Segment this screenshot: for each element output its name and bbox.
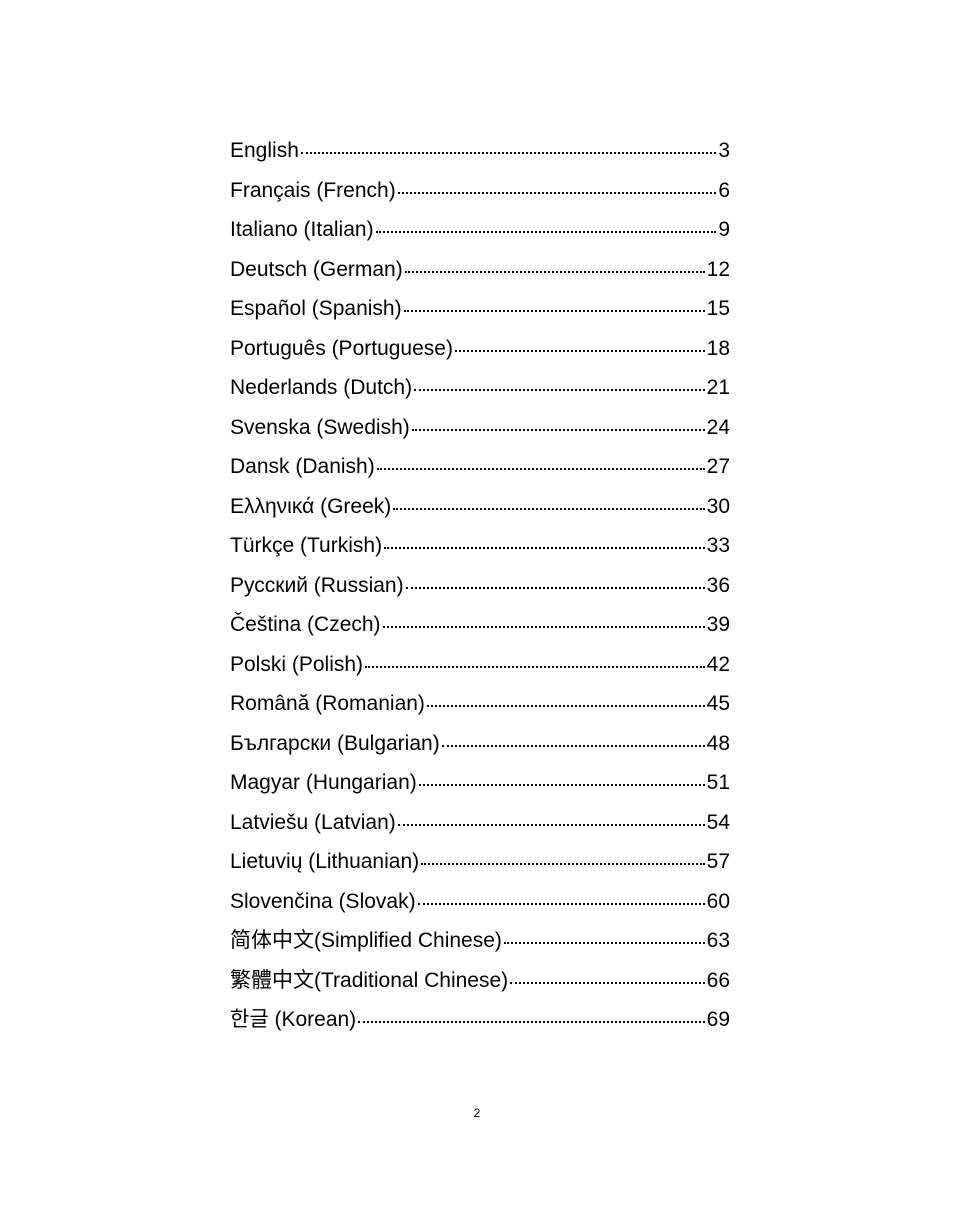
toc-entry[interactable]: 繁體中文(Traditional Chinese) 66	[230, 970, 730, 991]
toc-entry[interactable]: Latviešu (Latvian) 54	[230, 812, 730, 833]
toc-page: 66	[707, 970, 730, 991]
toc-entry[interactable]: Български (Bulgarian) 48	[230, 733, 730, 754]
toc-entry[interactable]: Italiano (Italian) 9	[230, 219, 730, 240]
toc-page: 39	[707, 614, 730, 635]
toc-page: 12	[707, 259, 730, 280]
toc-entry[interactable]: Português (Portuguese) 18	[230, 338, 730, 359]
toc-page: 30	[707, 496, 730, 517]
toc-leader-dots	[398, 824, 705, 826]
toc-entry[interactable]: Čeština (Czech) 39	[230, 614, 730, 635]
toc-entry[interactable]: Slovenčina (Slovak) 60	[230, 891, 730, 912]
toc-label: Română (Romanian)	[230, 693, 425, 714]
toc-leader-dots	[393, 508, 704, 510]
toc-leader-dots	[414, 389, 705, 391]
toc-label: Português (Portuguese)	[230, 338, 453, 359]
toc-leader-dots	[419, 784, 705, 786]
toc-entry[interactable]: Türkçe (Turkish) 33	[230, 535, 730, 556]
toc-leader-dots	[455, 350, 705, 352]
toc-page: 9	[718, 219, 730, 240]
toc-entry[interactable]: Svenska (Swedish) 24	[230, 417, 730, 438]
toc-leader-dots	[504, 942, 705, 944]
toc-page: 6	[718, 180, 730, 201]
toc-leader-dots	[376, 231, 717, 233]
toc-label: Български (Bulgarian)	[230, 733, 440, 754]
toc-entry[interactable]: 简体中文(Simplified Chinese) 63	[230, 930, 730, 951]
toc-entry[interactable]: 한글 (Korean) 69	[230, 1009, 730, 1030]
toc-page: 69	[707, 1009, 730, 1030]
toc-leader-dots	[427, 705, 705, 707]
toc-label: 繁體中文(Traditional Chinese)	[230, 970, 508, 991]
toc-label: Dansk (Danish)	[230, 456, 375, 477]
toc-label: Lietuvių (Lithuanian)	[230, 851, 419, 872]
toc-page: 63	[707, 930, 730, 951]
toc-entry[interactable]: Magyar (Hungarian) 51	[230, 772, 730, 793]
toc-page: 45	[707, 693, 730, 714]
toc-label: 한글 (Korean)	[230, 1009, 356, 1030]
toc-label: Slovenčina (Slovak)	[230, 891, 416, 912]
toc-leader-dots	[412, 429, 705, 431]
toc-page: 36	[707, 575, 730, 596]
toc-entry[interactable]: Français (French) 6	[230, 180, 730, 201]
toc-label: Polski (Polish)	[230, 654, 363, 675]
toc-page: 51	[707, 772, 730, 793]
toc-leader-dots	[406, 587, 705, 589]
toc-leader-dots	[404, 310, 705, 312]
toc-leader-dots	[377, 468, 705, 470]
toc-entry[interactable]: Deutsch (German) 12	[230, 259, 730, 280]
toc-entry[interactable]: Dansk (Danish) 27	[230, 456, 730, 477]
toc-page: 33	[707, 535, 730, 556]
toc-entry[interactable]: Lietuvių (Lithuanian) 57	[230, 851, 730, 872]
toc-label: Français (French)	[230, 180, 396, 201]
toc-page: 21	[707, 377, 730, 398]
toc-leader-dots	[405, 271, 705, 273]
toc-entry[interactable]: English 3	[230, 140, 730, 161]
toc-label: Español (Spanish)	[230, 298, 402, 319]
toc-page: 15	[707, 298, 730, 319]
toc-entry[interactable]: Polski (Polish) 42	[230, 654, 730, 675]
toc-leader-dots	[301, 152, 716, 154]
toc-page: 60	[707, 891, 730, 912]
toc-entry[interactable]: Español (Spanish) 15	[230, 298, 730, 319]
toc-label: English	[230, 140, 299, 161]
toc-label: Nederlands (Dutch)	[230, 377, 412, 398]
toc-page: 48	[707, 733, 730, 754]
toc-label: Latviešu (Latvian)	[230, 812, 396, 833]
toc-leader-dots	[358, 1021, 704, 1023]
toc-label: Čeština (Czech)	[230, 614, 381, 635]
toc-entry[interactable]: Русский (Russian) 36	[230, 575, 730, 596]
toc-page: 57	[707, 851, 730, 872]
toc-label: Русский (Russian)	[230, 575, 404, 596]
toc-label: Ελληνικά (Greek)	[230, 496, 391, 517]
toc-leader-dots	[418, 903, 705, 905]
toc-entry[interactable]: Română (Romanian) 45	[230, 693, 730, 714]
toc-leader-dots	[398, 192, 717, 194]
page-number: 2	[0, 1106, 954, 1120]
toc-leader-dots	[510, 982, 705, 984]
toc-entry[interactable]: Nederlands (Dutch) 21	[230, 377, 730, 398]
toc-container: English 3 Français (French) 6 Italiano (…	[230, 140, 730, 1049]
toc-leader-dots	[365, 666, 705, 668]
toc-leader-dots	[442, 745, 705, 747]
toc-label: Svenska (Swedish)	[230, 417, 410, 438]
toc-page: 54	[707, 812, 730, 833]
toc-entry[interactable]: Ελληνικά (Greek) 30	[230, 496, 730, 517]
toc-page: 27	[707, 456, 730, 477]
toc-label: Türkçe (Turkish)	[230, 535, 382, 556]
toc-label: Magyar (Hungarian)	[230, 772, 417, 793]
toc-label: Italiano (Italian)	[230, 219, 374, 240]
toc-leader-dots	[421, 863, 705, 865]
toc-page: 3	[718, 140, 730, 161]
toc-leader-dots	[383, 626, 705, 628]
toc-page: 42	[707, 654, 730, 675]
toc-label: Deutsch (German)	[230, 259, 403, 280]
toc-label: 简体中文(Simplified Chinese)	[230, 930, 502, 951]
toc-page: 24	[707, 417, 730, 438]
toc-page: 18	[707, 338, 730, 359]
toc-leader-dots	[384, 547, 705, 549]
